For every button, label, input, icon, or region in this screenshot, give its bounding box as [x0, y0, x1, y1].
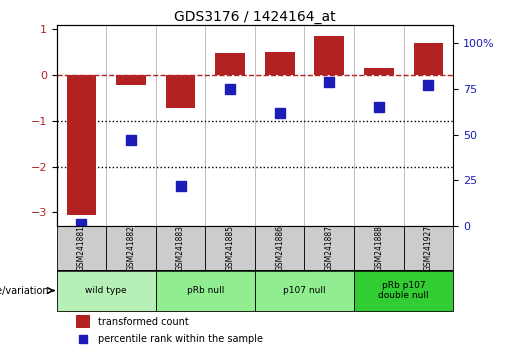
Bar [364, 68, 393, 75]
Bar [255, 270, 354, 311]
Bar [255, 226, 304, 270]
Bar [304, 226, 354, 270]
Bar [414, 43, 443, 75]
Text: GSM241927: GSM241927 [424, 225, 433, 271]
Bar [166, 75, 195, 108]
Text: pRb p107
double null: pRb p107 double null [379, 281, 429, 300]
Bar [354, 226, 404, 270]
Text: GSM241883: GSM241883 [176, 225, 185, 271]
Text: GSM241887: GSM241887 [325, 225, 334, 271]
Text: GSM241881: GSM241881 [77, 225, 86, 271]
Bar [76, 315, 90, 328]
Bar [404, 226, 453, 270]
Text: pRb null: pRb null [186, 286, 224, 295]
Bar [57, 270, 156, 311]
Bar [57, 226, 106, 270]
Bar [265, 52, 295, 75]
Bar [314, 36, 344, 75]
Text: percentile rank within the sample: percentile rank within the sample [98, 334, 263, 344]
Bar [116, 75, 146, 85]
Text: GSM241885: GSM241885 [226, 225, 235, 271]
Text: GSM241888: GSM241888 [374, 225, 383, 271]
Text: transformed count: transformed count [98, 316, 189, 326]
Bar [156, 226, 205, 270]
Title: GDS3176 / 1424164_at: GDS3176 / 1424164_at [174, 10, 336, 24]
Bar [354, 270, 453, 311]
Text: p107 null: p107 null [283, 286, 326, 295]
Text: GSM241882: GSM241882 [127, 225, 135, 271]
Text: genotype/variation: genotype/variation [0, 286, 49, 296]
Bar [215, 53, 245, 75]
Text: wild type: wild type [85, 286, 127, 295]
Bar [156, 270, 255, 311]
Text: GSM241886: GSM241886 [275, 225, 284, 271]
Bar [205, 226, 255, 270]
Bar [66, 75, 96, 215]
Bar [106, 226, 156, 270]
